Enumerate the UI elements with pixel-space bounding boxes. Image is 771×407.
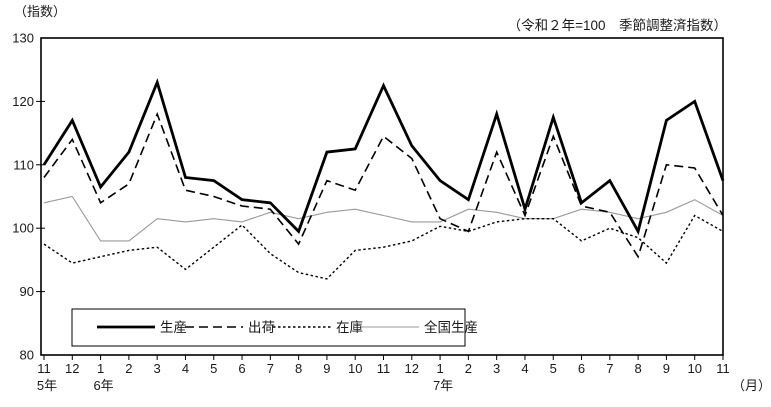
legend-label-national-production: 全国生産 <box>424 319 478 335</box>
x-axis-tick-label: 7 <box>606 361 613 376</box>
x-axis-tick-label: 1 <box>97 361 104 376</box>
x-axis-tick-label: 10 <box>348 361 362 376</box>
x-axis-tick-label: 9 <box>323 361 330 376</box>
x-axis-tick-label: 6 <box>238 361 245 376</box>
x-axis-tick-label: 11 <box>377 361 391 376</box>
x-axis-tick-label: 10 <box>687 361 701 376</box>
x-axis-tick-label: 11 <box>37 361 51 376</box>
plot-border <box>40 37 724 356</box>
x-axis-tick-label: 5 <box>550 361 557 376</box>
x-axis-tick-label: 4 <box>182 361 189 376</box>
x-axis-tick-label: 5 <box>210 361 217 376</box>
x-axis-tick-label: 12 <box>65 361 79 376</box>
x-axis-tick-label: 3 <box>493 361 500 376</box>
x-axis-tick-label: 11 <box>716 361 730 376</box>
legend-label-shipments: 出荷 <box>248 320 275 335</box>
legend-label-production: 生産 <box>160 320 187 335</box>
x-axis-unit-label: （月） <box>732 378 771 393</box>
x-axis-tick-label: 9 <box>663 361 670 376</box>
y-axis-tick-label: 110 <box>13 157 34 172</box>
y-axis-tick-label: 120 <box>12 94 34 109</box>
y-axis-tick-label: 80 <box>20 348 34 363</box>
x-axis-year-label: 6年 <box>93 378 113 393</box>
x-axis-tick-label: 12 <box>405 361 419 376</box>
series-line-shipments <box>43 111 724 259</box>
x-axis-tick-label: 2 <box>125 361 132 376</box>
y-axis-unit-label: （指数） <box>14 4 66 19</box>
x-axis-tick-label: 7 <box>267 361 274 376</box>
x-axis-tick-label: 4 <box>521 361 528 376</box>
x-axis-tick-label: 3 <box>154 361 161 376</box>
series-line-inventory <box>43 214 724 280</box>
legend-label-inventory: 在庫 <box>336 320 363 335</box>
series-line-production <box>42 78 725 236</box>
chart-subtitle: （令和２年=100 季節調整済指数） <box>508 18 727 33</box>
x-axis-tick-label: 6 <box>578 361 585 376</box>
y-axis-tick-label: 90 <box>20 284 34 299</box>
series-line-national-production <box>43 195 724 242</box>
x-axis-tick-label: 8 <box>295 361 302 376</box>
x-axis-year-label: 7年 <box>433 378 453 393</box>
x-axis-tick-label: 1 <box>436 361 443 376</box>
x-axis-tick-label: 8 <box>635 361 642 376</box>
y-axis-tick-label: 100 <box>12 221 34 236</box>
y-axis-tick-label: 130 <box>12 31 34 46</box>
x-axis-tick-label: 2 <box>465 361 472 376</box>
x-axis-year-label: 5年 <box>37 378 57 393</box>
